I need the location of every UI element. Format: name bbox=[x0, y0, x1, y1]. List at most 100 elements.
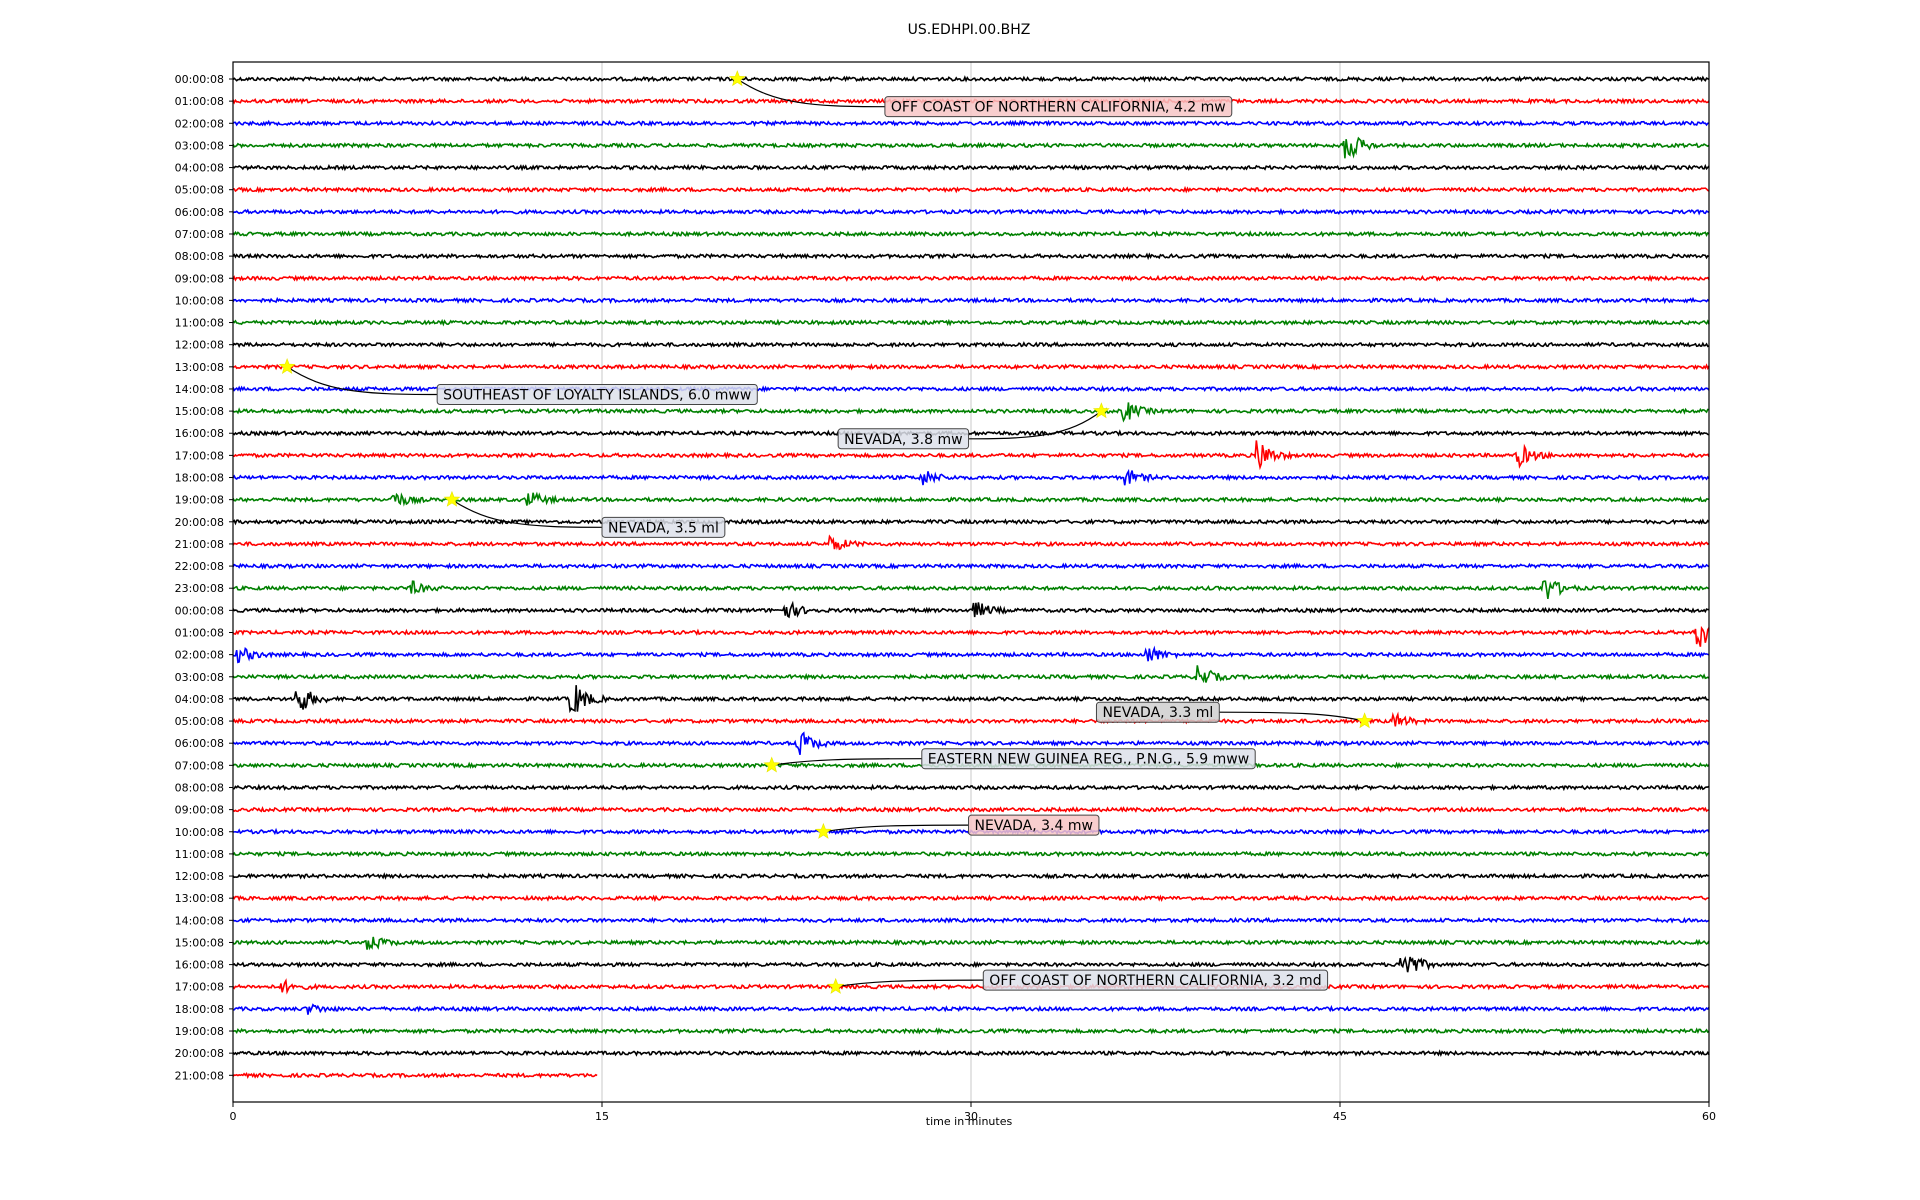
event-annotations: OFF COAST OF NORTHERN CALIFORNIA, 4.2 mw… bbox=[278, 70, 1374, 994]
row-label-33: 09:00:08 bbox=[175, 804, 224, 817]
event-label-1: SOUTHEAST OF LOYALTY ISLANDS, 6.0 mww bbox=[443, 387, 751, 403]
row-label-28: 04:00:08 bbox=[175, 693, 224, 706]
row-label-39: 15:00:08 bbox=[175, 936, 224, 949]
trace-row-40 bbox=[232, 955, 1710, 973]
trace-row-44 bbox=[232, 1049, 1710, 1058]
event-1: SOUTHEAST OF LOYALTY ISLANDS, 6.0 mww bbox=[278, 357, 758, 405]
trace-row-5 bbox=[232, 185, 1710, 194]
trace-lines bbox=[232, 75, 1710, 1079]
trace-row-13 bbox=[232, 363, 1710, 371]
row-label-27: 03:00:08 bbox=[175, 671, 224, 684]
trace-row-8 bbox=[232, 252, 1710, 261]
event-6: NEVADA, 3.4 mw bbox=[814, 814, 1100, 839]
row-label-20: 20:00:08 bbox=[175, 516, 224, 529]
trace-row-24 bbox=[232, 600, 1710, 619]
row-label-11: 11:00:08 bbox=[175, 317, 224, 330]
trace-row-19 bbox=[232, 491, 1710, 507]
row-label-45: 21:00:08 bbox=[175, 1069, 224, 1082]
row-label-30: 06:00:08 bbox=[175, 737, 224, 750]
event-connector-4 bbox=[1219, 711, 1365, 722]
row-label-2: 02:00:08 bbox=[175, 117, 224, 130]
trace-row-17 bbox=[232, 440, 1710, 471]
event-label-box-5 bbox=[921, 748, 1256, 770]
grid-lines bbox=[601, 62, 1341, 1102]
trace-row-37 bbox=[232, 894, 1710, 903]
row-label-29: 05:00:08 bbox=[175, 715, 224, 728]
trace-row-33 bbox=[232, 805, 1710, 814]
trace-row-22 bbox=[232, 562, 1710, 570]
trace-row-10 bbox=[232, 296, 1710, 305]
event-label-box-0 bbox=[884, 96, 1233, 118]
event-star-5 bbox=[763, 756, 781, 773]
event-0: OFF COAST OF NORTHERN CALIFORNIA, 4.2 mw bbox=[728, 70, 1233, 118]
row-label-44: 20:00:08 bbox=[175, 1047, 224, 1060]
row-label-43: 19:00:08 bbox=[175, 1025, 224, 1038]
event-star-3 bbox=[443, 490, 461, 507]
row-label-41: 17:00:08 bbox=[175, 981, 224, 994]
trace-row-7 bbox=[232, 230, 1710, 238]
trace-row-38 bbox=[232, 916, 1710, 925]
row-label-36: 12:00:08 bbox=[175, 870, 224, 883]
row-label-14: 14:00:08 bbox=[175, 383, 224, 396]
x-tick-label-4: 60 bbox=[1702, 1110, 1716, 1123]
x-axis-ticks: 0 15 30 45 60 bbox=[230, 1102, 1716, 1123]
row-label-42: 18:00:08 bbox=[175, 1003, 224, 1016]
trace-row-11 bbox=[232, 318, 1710, 327]
chart-title: US.EDHPI.00.BHZ bbox=[908, 22, 1031, 38]
row-label-13: 13:00:08 bbox=[175, 361, 224, 374]
trace-row-16 bbox=[232, 429, 1710, 438]
trace-row-4 bbox=[232, 163, 1710, 172]
row-label-17: 17:00:08 bbox=[175, 449, 224, 462]
event-connector-3 bbox=[451, 499, 603, 528]
trace-row-43 bbox=[232, 1027, 1710, 1036]
row-label-8: 08:00:08 bbox=[175, 250, 224, 263]
x-tick-label-2: 30 bbox=[964, 1110, 978, 1123]
row-label-26: 02:00:08 bbox=[175, 649, 224, 662]
event-star-1 bbox=[278, 357, 296, 374]
trace-row-25 bbox=[232, 625, 1710, 647]
trace-row-21 bbox=[232, 534, 1710, 551]
row-label-22: 22:00:08 bbox=[175, 560, 224, 573]
event-label-6: NEVADA, 3.4 mw bbox=[975, 818, 1093, 834]
event-star-7 bbox=[827, 977, 845, 994]
trace-row-28 bbox=[232, 685, 1710, 714]
event-star-0 bbox=[728, 70, 746, 87]
trace-row-35 bbox=[232, 850, 1710, 858]
trace-row-20 bbox=[232, 517, 1710, 526]
x-tick-label-3: 45 bbox=[1333, 1110, 1347, 1123]
trace-row-3 bbox=[232, 136, 1710, 159]
row-label-19: 19:00:08 bbox=[175, 494, 224, 507]
row-label-31: 07:00:08 bbox=[175, 759, 224, 772]
event-label-4: NEVADA, 3.3 ml bbox=[1102, 705, 1213, 721]
row-label-18: 18:00:08 bbox=[175, 472, 224, 485]
trace-row-42 bbox=[232, 1003, 1710, 1015]
row-time-labels: 00:00:08 01:00:08 02:00:08 03:00:08 04:00:08… bbox=[175, 73, 233, 1082]
trace-row-32 bbox=[232, 783, 1710, 792]
event-label-box-2 bbox=[837, 428, 970, 450]
event-label-5: EASTERN NEW GUINEA REG., P.N.G., 5.9 mww bbox=[928, 752, 1249, 768]
trace-row-0 bbox=[232, 75, 1710, 83]
trace-row-41 bbox=[232, 978, 1710, 995]
row-label-15: 15:00:08 bbox=[175, 405, 224, 418]
event-star-4 bbox=[1356, 712, 1374, 729]
row-label-40: 16:00:08 bbox=[175, 959, 224, 972]
trace-row-12 bbox=[232, 341, 1710, 349]
row-label-1: 01:00:08 bbox=[175, 95, 224, 108]
row-label-3: 03:00:08 bbox=[175, 139, 224, 152]
row-label-23: 23:00:08 bbox=[175, 582, 224, 595]
row-label-6: 06:00:08 bbox=[175, 206, 224, 219]
x-axis-label: time in minutes bbox=[926, 1115, 1013, 1128]
event-connector-1 bbox=[286, 366, 438, 396]
row-label-25: 01:00:08 bbox=[175, 627, 224, 640]
event-label-box-7 bbox=[982, 969, 1329, 991]
trace-row-30 bbox=[232, 731, 1710, 756]
x-tick-label-1: 15 bbox=[595, 1110, 609, 1123]
row-label-0: 00:00:08 bbox=[175, 73, 224, 86]
row-label-12: 12:00:08 bbox=[175, 339, 224, 352]
event-connector-0 bbox=[736, 78, 885, 108]
event-label-2: NEVADA, 3.8 mw bbox=[844, 432, 962, 448]
row-label-34: 10:00:08 bbox=[175, 826, 224, 839]
event-label-box-3 bbox=[601, 516, 726, 538]
row-label-16: 16:00:08 bbox=[175, 427, 224, 440]
